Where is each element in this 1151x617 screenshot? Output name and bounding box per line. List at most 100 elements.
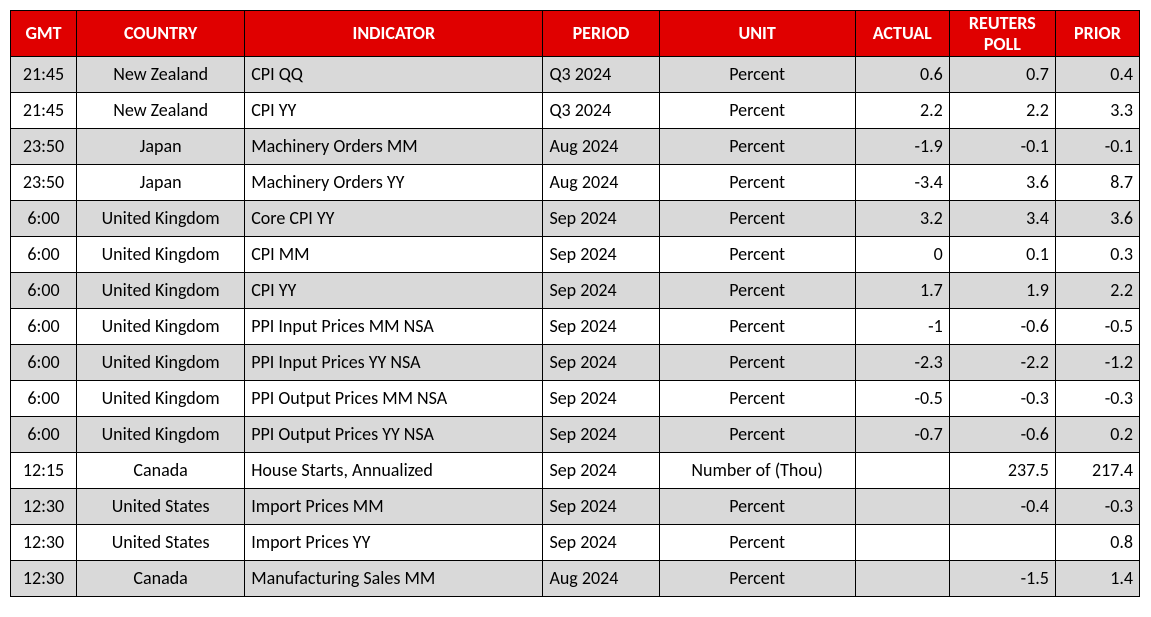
table-row: 6:00United KingdomPPI Output Prices YY N… <box>11 417 1140 453</box>
cell-unit: Percent <box>659 525 855 561</box>
cell-ind: PPI Output Prices MM NSA <box>245 381 543 417</box>
cell-actual <box>855 561 949 597</box>
cell-actual: 3.2 <box>855 201 949 237</box>
cell-poll: -0.1 <box>949 129 1055 165</box>
cell-unit: Percent <box>659 129 855 165</box>
cell-poll: 0.7 <box>949 57 1055 93</box>
cell-ind: Manufacturing Sales MM <box>245 561 543 597</box>
cell-country: United States <box>77 525 245 561</box>
table-row: 23:50JapanMachinery Orders YYAug 2024Per… <box>11 165 1140 201</box>
cell-country: United Kingdom <box>77 309 245 345</box>
cell-country: United States <box>77 489 245 525</box>
cell-gmt: 6:00 <box>11 201 77 237</box>
cell-gmt: 12:30 <box>11 561 77 597</box>
cell-country: Canada <box>77 453 245 489</box>
col-header-prior: PRIOR <box>1055 11 1139 57</box>
cell-actual: 0.6 <box>855 57 949 93</box>
col-header-gmt: GMT <box>11 11 77 57</box>
table-row: 6:00United KingdomPPI Output Prices MM N… <box>11 381 1140 417</box>
cell-period: Sep 2024 <box>543 237 659 273</box>
cell-ind: Core CPI YY <box>245 201 543 237</box>
cell-poll: -0.6 <box>949 309 1055 345</box>
cell-actual: 2.2 <box>855 93 949 129</box>
cell-actual: -0.7 <box>855 417 949 453</box>
cell-gmt: 6:00 <box>11 237 77 273</box>
cell-ind: Import Prices YY <box>245 525 543 561</box>
cell-ind: PPI Output Prices YY NSA <box>245 417 543 453</box>
cell-actual: -1.9 <box>855 129 949 165</box>
table-row: 6:00United KingdomPPI Input Prices MM NS… <box>11 309 1140 345</box>
cell-unit: Percent <box>659 237 855 273</box>
cell-poll: -0.4 <box>949 489 1055 525</box>
table-row: 21:45New ZealandCPI YYQ3 2024Percent2.22… <box>11 93 1140 129</box>
cell-prior: -1.2 <box>1055 345 1139 381</box>
cell-prior: 0.2 <box>1055 417 1139 453</box>
cell-prior: 8.7 <box>1055 165 1139 201</box>
cell-period: Aug 2024 <box>543 165 659 201</box>
cell-period: Aug 2024 <box>543 129 659 165</box>
cell-country: United Kingdom <box>77 273 245 309</box>
cell-poll: 237.5 <box>949 453 1055 489</box>
cell-prior: 217.4 <box>1055 453 1139 489</box>
cell-unit: Percent <box>659 417 855 453</box>
cell-country: United Kingdom <box>77 237 245 273</box>
cell-period: Sep 2024 <box>543 525 659 561</box>
cell-poll: 3.4 <box>949 201 1055 237</box>
cell-period: Q3 2024 <box>543 93 659 129</box>
table-row: 6:00United KingdomCore CPI YYSep 2024Per… <box>11 201 1140 237</box>
cell-poll: -1.5 <box>949 561 1055 597</box>
cell-ind: Machinery Orders MM <box>245 129 543 165</box>
col-header-poll: REUTERS POLL <box>949 11 1055 57</box>
cell-ind: Machinery Orders YY <box>245 165 543 201</box>
col-header-period: PERIOD <box>543 11 659 57</box>
cell-period: Sep 2024 <box>543 345 659 381</box>
cell-unit: Percent <box>659 165 855 201</box>
cell-country: Japan <box>77 165 245 201</box>
cell-country: New Zealand <box>77 93 245 129</box>
table-row: 12:15CanadaHouse Starts, AnnualizedSep 2… <box>11 453 1140 489</box>
cell-period: Sep 2024 <box>543 489 659 525</box>
cell-period: Sep 2024 <box>543 273 659 309</box>
cell-ind: CPI QQ <box>245 57 543 93</box>
cell-gmt: 12:30 <box>11 525 77 561</box>
economic-indicators-table: GMT COUNTRY INDICATOR PERIOD UNIT ACTUAL… <box>10 10 1140 597</box>
cell-gmt: 6:00 <box>11 309 77 345</box>
col-header-indicator: INDICATOR <box>245 11 543 57</box>
cell-actual <box>855 525 949 561</box>
cell-unit: Percent <box>659 381 855 417</box>
cell-gmt: 21:45 <box>11 93 77 129</box>
cell-country: Japan <box>77 129 245 165</box>
cell-country: United Kingdom <box>77 417 245 453</box>
table-row: 21:45New ZealandCPI QQQ3 2024Percent0.60… <box>11 57 1140 93</box>
cell-unit: Percent <box>659 57 855 93</box>
cell-ind: Import Prices MM <box>245 489 543 525</box>
cell-period: Sep 2024 <box>543 309 659 345</box>
cell-period: Sep 2024 <box>543 453 659 489</box>
col-header-country: COUNTRY <box>77 11 245 57</box>
table-row: 6:00United KingdomPPI Input Prices YY NS… <box>11 345 1140 381</box>
cell-gmt: 12:30 <box>11 489 77 525</box>
cell-gmt: 23:50 <box>11 165 77 201</box>
cell-country: United Kingdom <box>77 345 245 381</box>
cell-prior: 3.3 <box>1055 93 1139 129</box>
col-header-unit: UNIT <box>659 11 855 57</box>
cell-gmt: 12:15 <box>11 453 77 489</box>
cell-prior: 0.3 <box>1055 237 1139 273</box>
table-row: 12:30United StatesImport Prices MMSep 20… <box>11 489 1140 525</box>
cell-gmt: 23:50 <box>11 129 77 165</box>
cell-period: Q3 2024 <box>543 57 659 93</box>
cell-actual: -2.3 <box>855 345 949 381</box>
table-row: 6:00United KingdomCPI MMSep 2024Percent0… <box>11 237 1140 273</box>
cell-period: Aug 2024 <box>543 561 659 597</box>
cell-poll: 0.1 <box>949 237 1055 273</box>
cell-country: New Zealand <box>77 57 245 93</box>
cell-period: Sep 2024 <box>543 417 659 453</box>
table-row: 12:30CanadaManufacturing Sales MMAug 202… <box>11 561 1140 597</box>
cell-country: United Kingdom <box>77 201 245 237</box>
cell-prior: -0.1 <box>1055 129 1139 165</box>
cell-actual: -3.4 <box>855 165 949 201</box>
cell-unit: Percent <box>659 561 855 597</box>
table-header-row: GMT COUNTRY INDICATOR PERIOD UNIT ACTUAL… <box>11 11 1140 57</box>
cell-period: Sep 2024 <box>543 381 659 417</box>
table-row: 23:50JapanMachinery Orders MMAug 2024Per… <box>11 129 1140 165</box>
